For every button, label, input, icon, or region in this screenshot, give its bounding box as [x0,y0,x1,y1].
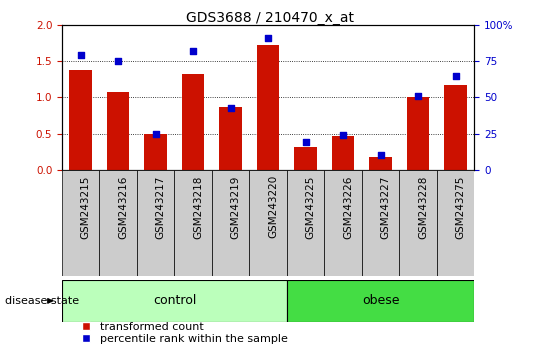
Text: GSM243225: GSM243225 [306,175,316,239]
Bar [324,170,362,276]
Bar [287,170,324,276]
Text: disease state: disease state [5,296,80,306]
Bar [100,170,137,276]
Text: GSM243219: GSM243219 [231,175,241,239]
Bar [175,170,212,276]
Bar [287,280,474,322]
Bar [250,170,287,276]
Bar [444,85,467,170]
Text: GSM243216: GSM243216 [118,175,128,239]
Text: GSM243226: GSM243226 [343,175,353,239]
Bar [399,170,437,276]
Bar [437,170,474,276]
Point [226,105,235,110]
Point [77,52,85,58]
Point [151,131,160,136]
Bar [257,45,279,170]
Bar [137,170,175,276]
Bar [62,280,287,322]
Legend: transformed count, percentile rank within the sample: transformed count, percentile rank withi… [70,317,293,348]
Bar [369,157,392,170]
Text: GSM243227: GSM243227 [381,175,391,239]
Bar [294,147,317,170]
Point [301,139,310,145]
Bar [407,97,430,170]
Text: GSM243218: GSM243218 [193,175,203,239]
Point [451,73,460,79]
Point [414,93,423,99]
Text: GSM243228: GSM243228 [418,175,428,239]
Text: GSM243217: GSM243217 [156,175,165,239]
Text: GSM243215: GSM243215 [81,175,91,239]
Text: GSM243275: GSM243275 [455,175,466,239]
Bar [362,170,399,276]
Point [376,153,385,158]
Bar [332,136,354,170]
Bar [107,92,129,170]
Bar [182,74,204,170]
Point [114,58,122,64]
Bar [212,170,250,276]
Text: control: control [153,295,196,307]
Point [189,48,197,54]
Text: GDS3688 / 210470_x_at: GDS3688 / 210470_x_at [185,11,354,25]
Text: GSM243220: GSM243220 [268,175,278,239]
Bar [219,107,242,170]
Text: obese: obese [362,295,399,307]
Bar [70,70,92,170]
Bar [62,170,100,276]
Point [339,132,348,138]
Point [264,35,273,41]
Bar [144,133,167,170]
